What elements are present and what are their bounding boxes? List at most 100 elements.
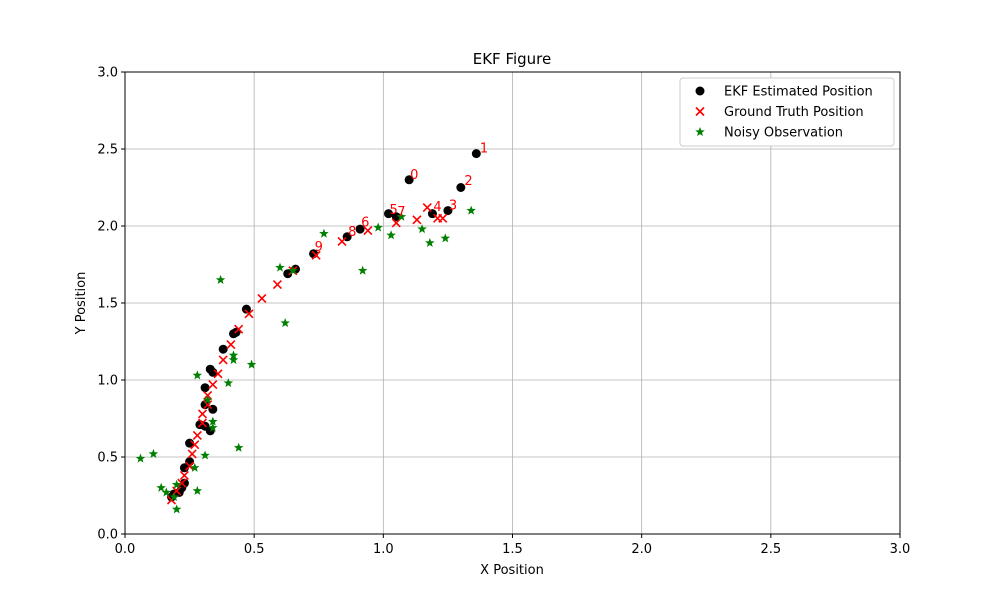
ekf-estimate-point (391, 212, 401, 222)
ground-truth-point (190, 440, 200, 450)
ground-truth-point (244, 309, 254, 319)
y-axis-label: Y Position (74, 272, 89, 336)
x-tick-label: 0.5 (244, 542, 265, 557)
ground-truth-point (179, 470, 189, 481)
x-tick-label: 1.5 (502, 542, 523, 557)
ekf-estimate-point (456, 183, 466, 192)
x-axis-label: X Position (480, 563, 544, 578)
noisy-observation-point (156, 482, 166, 492)
y-tick-label: 1.5 (97, 297, 118, 312)
noisy-observation-point (319, 228, 329, 238)
ground-truth-point (197, 418, 208, 428)
ekf-estimate-point (200, 383, 210, 393)
ekf-estimate-point (283, 269, 293, 279)
ground-truth-point-stroke-b (234, 324, 244, 334)
index-annotation: 3 (449, 199, 457, 214)
index-annotation: 2 (464, 174, 472, 189)
ground-truth-point-stroke-b (185, 461, 195, 471)
series-ground-truth (166, 202, 448, 505)
ground-truth-point (311, 250, 321, 260)
ground-truth-point (213, 369, 223, 379)
y-tick-label: 2.0 (97, 220, 118, 235)
index-annotation: 9 (315, 240, 323, 255)
annotation-layer: 0 1 234 5 6 7 8 9 (315, 142, 489, 256)
noisy-observation-point (135, 453, 146, 463)
ground-truth-point (185, 461, 195, 471)
ground-truth-point (422, 202, 432, 213)
ground-truth-point-stroke-b (192, 430, 202, 441)
ekf-estimate-point (355, 224, 365, 234)
y-tick-label: 1.0 (97, 374, 118, 389)
noisy-observation-point (228, 350, 239, 360)
ekf-estimate-point (218, 344, 228, 354)
ground-truth-point (438, 213, 448, 223)
noisy-observation-point (280, 318, 290, 328)
x-tick-label: 2.5 (760, 542, 781, 557)
ground-truth-point (226, 340, 236, 350)
y-tick-label: 2.5 (97, 143, 118, 158)
ekf-estimate-point (443, 206, 453, 216)
noisy-observation-point (373, 222, 383, 232)
legend-label: EKF Estimated Position (724, 85, 873, 100)
ekf-estimate-point (185, 457, 195, 467)
ground-truth-point (218, 355, 228, 365)
ground-truth-point (187, 449, 197, 459)
ground-truth-point (257, 293, 267, 303)
ekf-estimate-point (404, 175, 414, 185)
noisy-observation-point (417, 224, 427, 234)
ground-truth-point-stroke-b (272, 279, 282, 290)
ground-truth-point-stroke-b (208, 380, 218, 390)
noisy-observation-point (233, 442, 244, 452)
ground-truth-point-stroke-b (218, 355, 228, 365)
ground-truth-point-stroke-b (422, 202, 432, 213)
ground-truth-point (272, 279, 282, 290)
ground-truth-point-stroke-b (244, 309, 254, 319)
noisy-observation-point (161, 487, 172, 497)
legend-marker (695, 106, 705, 117)
legend-marker (695, 86, 705, 96)
noisy-observation-point (386, 230, 396, 240)
ground-truth-point (234, 324, 244, 334)
ground-truth-point-stroke-b (190, 440, 200, 450)
legend-label: Ground Truth Position (724, 105, 864, 120)
noisy-observation-point (148, 448, 159, 458)
index-annotation: 5 (390, 203, 398, 218)
ekf-estimate-point (241, 304, 251, 314)
index-annotation: 6 (361, 216, 369, 231)
index-annotation: 1 (480, 142, 488, 157)
ground-truth-point-stroke-b (177, 478, 187, 488)
chart-title: EKF Figure (473, 50, 552, 68)
ekf-estimate-point (179, 478, 189, 488)
axis-ticks: 0.0 0.5 1.0 1.5 2.0 2.5 3.0 0.0 0.5 1.0 1.5 2.0 2.5 3… (97, 66, 910, 558)
ekf-estimate-point (471, 149, 481, 159)
noisy-observation-point (275, 262, 285, 272)
y-tick-label: 0.0 (97, 528, 118, 543)
ground-truth-point-stroke-b (213, 369, 223, 379)
ground-truth-point-stroke-b (311, 250, 321, 260)
noisy-observation-point (169, 492, 179, 502)
noisy-observation-point (192, 370, 203, 380)
noisy-observation-point (223, 378, 234, 388)
noisy-observation-point (228, 354, 239, 365)
ground-truth-point-stroke-b (226, 340, 236, 350)
x-tick-label: 0.0 (115, 542, 136, 557)
ground-truth-point (363, 226, 373, 236)
y-tick-label: 0.5 (97, 451, 118, 466)
ground-truth-point (197, 409, 208, 419)
ground-truth-point-stroke-b (438, 213, 448, 223)
legend-marker (695, 127, 705, 137)
ground-truth-point (208, 380, 218, 390)
noisy-observation-point (200, 450, 210, 460)
ekf-estimate-point (384, 209, 393, 219)
axes-frame (124, 71, 901, 535)
ground-truth-point-stroke-b (203, 400, 213, 410)
index-annotation: 8 (348, 225, 356, 240)
noisy-observation-point (440, 233, 451, 243)
ground-truth-point-stroke-b (197, 418, 208, 428)
ground-truth-point (192, 430, 202, 441)
noisy-observation-point (171, 479, 182, 489)
ground-truth-point-stroke-b (363, 226, 373, 236)
ground-truth-point (337, 236, 347, 246)
noisy-observation-point (192, 485, 203, 495)
